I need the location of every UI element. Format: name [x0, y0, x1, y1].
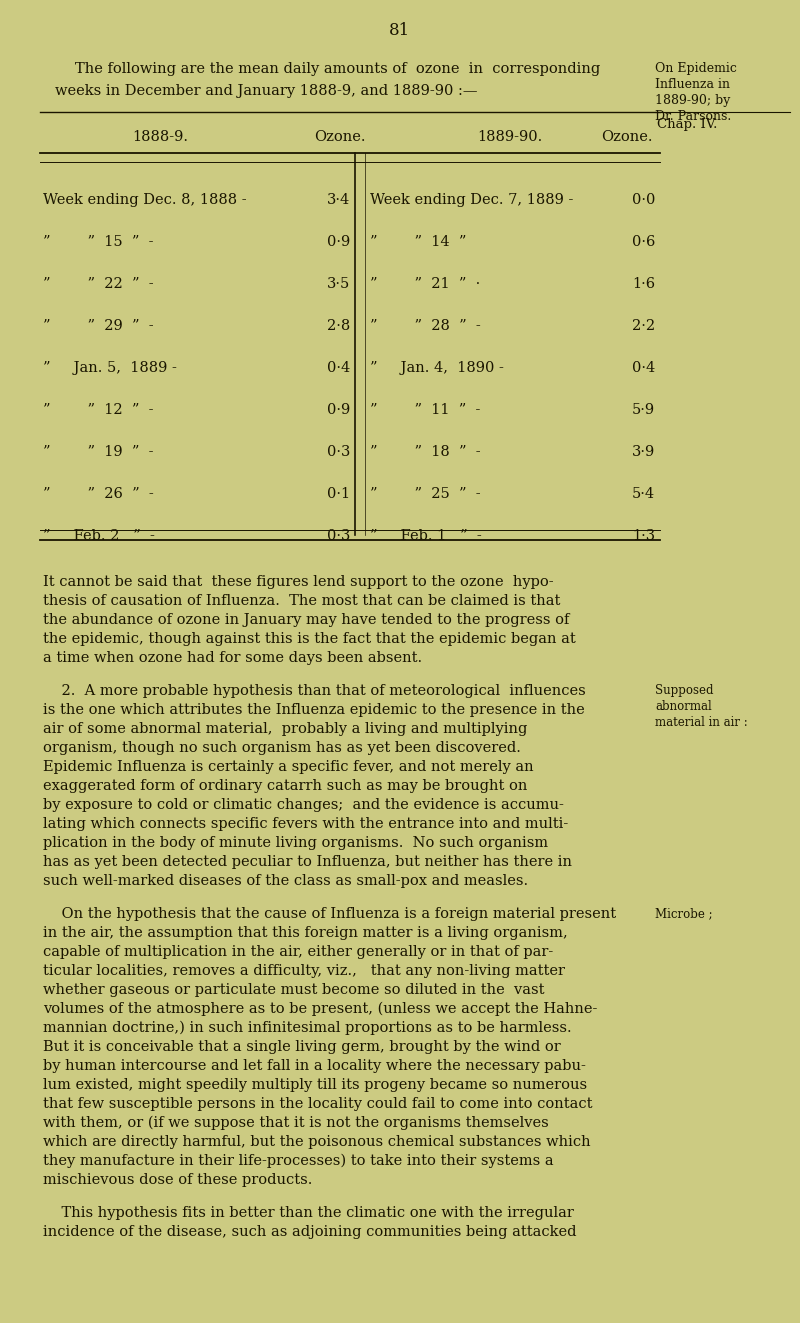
- Text: ”        ”  11  ”  -: ” ” 11 ” -: [370, 404, 480, 417]
- Text: Week ending Dec. 7, 1889 -: Week ending Dec. 7, 1889 -: [370, 193, 574, 206]
- Text: This hypothesis fits in better than the climatic one with the irregular: This hypothesis fits in better than the …: [43, 1207, 574, 1220]
- Text: 0·9: 0·9: [326, 404, 350, 417]
- Text: mannian doctrine,) in such infinitesimal proportions as to be harmless.: mannian doctrine,) in such infinitesimal…: [43, 1021, 572, 1036]
- Text: ”        ”  25  ”  -: ” ” 25 ” -: [370, 487, 481, 501]
- Text: 81: 81: [390, 22, 410, 38]
- Text: 1889-90; by: 1889-90; by: [655, 94, 730, 107]
- Text: ”        ”  26  ”  -: ” ” 26 ” -: [43, 487, 154, 501]
- Text: 1888-9.: 1888-9.: [132, 130, 188, 144]
- Text: 0·9: 0·9: [326, 235, 350, 249]
- Text: Chap. IV.: Chap. IV.: [657, 118, 718, 131]
- Text: 3·5: 3·5: [326, 277, 350, 291]
- Text: 0·4: 0·4: [632, 361, 655, 374]
- Text: ”        ”  21  ”  ·: ” ” 21 ” ·: [370, 277, 480, 291]
- Text: such well-marked diseases of the class as small-pox and measles.: such well-marked diseases of the class a…: [43, 875, 528, 888]
- Text: has as yet been detected peculiar to Influenza, but neither has there in: has as yet been detected peculiar to Inf…: [43, 855, 572, 869]
- Text: abnormal: abnormal: [655, 700, 712, 713]
- Text: ”        ”  29  ”  -: ” ” 29 ” -: [43, 319, 154, 333]
- Text: material in air :: material in air :: [655, 716, 748, 729]
- Text: On Epidemic: On Epidemic: [655, 62, 737, 75]
- Text: which are directly harmful, but the poisonous chemical substances which: which are directly harmful, but the pois…: [43, 1135, 590, 1148]
- Text: Ozone.: Ozone.: [314, 130, 366, 144]
- Text: 5·4: 5·4: [632, 487, 655, 501]
- Text: the epidemic, though against this is the fact that the epidemic began at: the epidemic, though against this is the…: [43, 632, 576, 646]
- Text: ticular localities, removes a difficulty, viz.,   that any non-living matter: ticular localities, removes a difficulty…: [43, 964, 565, 978]
- Text: 2.  A more probable hypothesis than that of meteorological  influences: 2. A more probable hypothesis than that …: [43, 684, 586, 699]
- Text: ”     Feb. 1   ”  -: ” Feb. 1 ” -: [370, 529, 482, 542]
- Text: Dr. Parsons.: Dr. Parsons.: [655, 110, 731, 123]
- Text: 5·9: 5·9: [632, 404, 655, 417]
- Text: volumes of the atmosphere as to be present, (unless we accept the Hahne-: volumes of the atmosphere as to be prese…: [43, 1002, 598, 1016]
- Text: 0·4: 0·4: [326, 361, 350, 374]
- Text: 1889-90.: 1889-90.: [478, 130, 542, 144]
- Text: ”        ”  22  ”  -: ” ” 22 ” -: [43, 277, 154, 291]
- Text: 3·9: 3·9: [632, 445, 655, 459]
- Text: exaggerated form of ordinary catarrh such as may be brought on: exaggerated form of ordinary catarrh suc…: [43, 779, 527, 792]
- Text: Microbe ;: Microbe ;: [655, 908, 713, 919]
- Text: in the air, the assumption that this foreign matter is a living organism,: in the air, the assumption that this for…: [43, 926, 568, 941]
- Text: Epidemic Influenza is certainly a specific fever, and not merely an: Epidemic Influenza is certainly a specif…: [43, 759, 534, 774]
- Text: the abundance of ozone in January may have tended to the progress of: the abundance of ozone in January may ha…: [43, 613, 570, 627]
- Text: plication in the body of minute living organisms.  No such organism: plication in the body of minute living o…: [43, 836, 548, 849]
- Text: capable of multiplication in the air, either generally or in that of par-: capable of multiplication in the air, ei…: [43, 945, 554, 959]
- Text: by human intercourse and let fall in a locality where the necessary pabu-: by human intercourse and let fall in a l…: [43, 1058, 586, 1073]
- Text: 3·4: 3·4: [326, 193, 350, 206]
- Text: The following are the mean daily amounts of  ozone  in  corresponding: The following are the mean daily amounts…: [75, 62, 600, 75]
- Text: ”        ”  28  ”  -: ” ” 28 ” -: [370, 319, 481, 333]
- Text: It cannot be said that  these figures lend support to the ozone  hypo-: It cannot be said that these figures len…: [43, 576, 554, 589]
- Text: lating which connects specific fevers with the entrance into and multi-: lating which connects specific fevers wi…: [43, 818, 568, 831]
- Text: 0·3: 0·3: [326, 529, 350, 542]
- Text: 0·3: 0·3: [326, 445, 350, 459]
- Text: ”        ”  15  ”  -: ” ” 15 ” -: [43, 235, 154, 249]
- Text: 2·8: 2·8: [326, 319, 350, 333]
- Text: air of some abnormal material,  probably a living and multiplying: air of some abnormal material, probably …: [43, 722, 527, 736]
- Text: thesis of causation of Influenza.  The most that can be claimed is that: thesis of causation of Influenza. The mo…: [43, 594, 560, 609]
- Text: by exposure to cold or climatic changes;  and the evidence is accumu-: by exposure to cold or climatic changes;…: [43, 798, 564, 812]
- Text: ”     Jan. 5,  1889 -: ” Jan. 5, 1889 -: [43, 361, 177, 374]
- Text: ”        ”  18  ”  -: ” ” 18 ” -: [370, 445, 481, 459]
- Text: ”        ”  14  ”: ” ” 14 ”: [370, 235, 466, 249]
- Text: ”     Jan. 4,  1890 -: ” Jan. 4, 1890 -: [370, 361, 504, 374]
- Text: Supposed: Supposed: [655, 684, 714, 697]
- Text: incidence of the disease, such as adjoining communities being attacked: incidence of the disease, such as adjoin…: [43, 1225, 577, 1240]
- Text: Influenza in: Influenza in: [655, 78, 730, 91]
- Text: 1·6: 1·6: [632, 277, 655, 291]
- Text: mischievous dose of these products.: mischievous dose of these products.: [43, 1174, 312, 1187]
- Text: 0·0: 0·0: [632, 193, 655, 206]
- Text: 0·1: 0·1: [327, 487, 350, 501]
- Text: lum existed, might speedily multiply till its progeny became so numerous: lum existed, might speedily multiply til…: [43, 1078, 587, 1091]
- Text: Week ending Dec. 8, 1888 -: Week ending Dec. 8, 1888 -: [43, 193, 246, 206]
- Text: with them, or (if we suppose that it is not the organisms themselves: with them, or (if we suppose that it is …: [43, 1117, 549, 1130]
- Text: On the hypothesis that the cause of Influenza is a foreign material present: On the hypothesis that the cause of Infl…: [43, 908, 616, 921]
- Text: weeks in December and January 1888-9, and 1889-90 :—: weeks in December and January 1888-9, an…: [55, 83, 478, 98]
- Text: 0·6: 0·6: [632, 235, 655, 249]
- Text: ”        ”  12  ”  -: ” ” 12 ” -: [43, 404, 154, 417]
- Text: a time when ozone had for some days been absent.: a time when ozone had for some days been…: [43, 651, 422, 665]
- Text: ”     Feb. 2   ”  -: ” Feb. 2 ” -: [43, 529, 155, 542]
- Text: that few susceptible persons in the locality could fail to come into contact: that few susceptible persons in the loca…: [43, 1097, 593, 1111]
- Text: 1·3: 1·3: [632, 529, 655, 542]
- Text: ”        ”  19  ”  -: ” ” 19 ” -: [43, 445, 154, 459]
- Text: 2·2: 2·2: [632, 319, 655, 333]
- Text: they manufacture in their life-processes) to take into their systems a: they manufacture in their life-processes…: [43, 1154, 554, 1168]
- Text: whether gaseous or particulate must become so diluted in the  vast: whether gaseous or particulate must beco…: [43, 983, 545, 998]
- Text: is the one which attributes the Influenza epidemic to the presence in the: is the one which attributes the Influenz…: [43, 703, 585, 717]
- Text: But it is conceivable that a single living germ, brought by the wind or: But it is conceivable that a single livi…: [43, 1040, 561, 1054]
- Text: Ozone.: Ozone.: [602, 130, 653, 144]
- Text: organism, though no such organism has as yet been discovered.: organism, though no such organism has as…: [43, 741, 521, 755]
